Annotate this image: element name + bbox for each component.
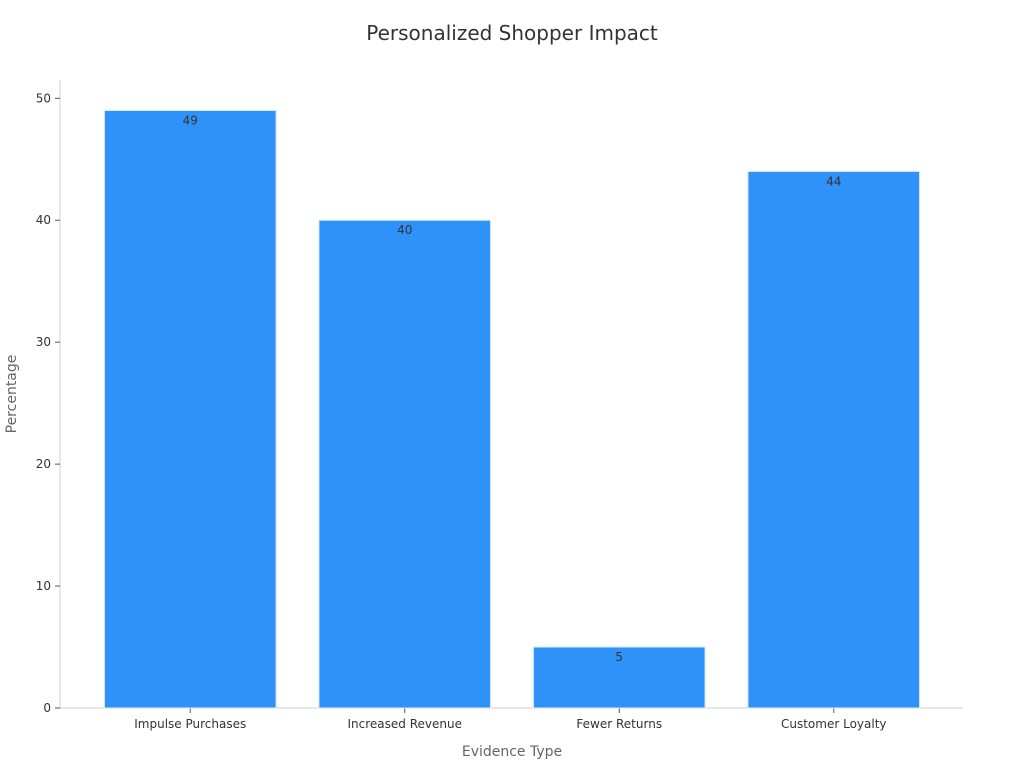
y-tick-label: 50 <box>36 91 51 105</box>
y-tick-label: 10 <box>36 579 51 593</box>
bar-fewer-returns[interactable] <box>532 646 706 709</box>
x-tick-label: Impulse Purchases <box>134 717 246 731</box>
data-label: 40 <box>397 223 412 237</box>
bar-customer-loyalty[interactable] <box>747 170 921 709</box>
y-tick-label: 30 <box>36 335 51 349</box>
bar-impulse-purchases[interactable] <box>103 109 277 709</box>
data-label: 5 <box>615 650 623 664</box>
data-label: 49 <box>183 113 198 127</box>
chart-title: Personalized Shopper Impact <box>366 21 658 45</box>
data-labels: 49 40 5 44 <box>183 113 842 664</box>
y-tick-label: 40 <box>36 213 51 227</box>
x-axis-title: Evidence Type <box>462 744 562 760</box>
x-axis: Impulse Purchases Increased Revenue Fewer … <box>60 707 963 731</box>
x-tick-label: Customer Loyalty <box>781 717 887 731</box>
y-tick-label: 0 <box>43 701 51 715</box>
bar-increased-revenue[interactable] <box>318 219 492 709</box>
y-axis-title: Percentage <box>4 355 20 434</box>
y-tick-label: 20 <box>36 457 51 471</box>
x-tick-label: Fewer Returns <box>576 717 662 731</box>
bars <box>103 109 921 709</box>
y-axis: 0 10 20 30 40 50 <box>36 80 61 715</box>
x-tick-label: Increased Revenue <box>348 717 462 731</box>
data-label: 44 <box>826 174 841 188</box>
